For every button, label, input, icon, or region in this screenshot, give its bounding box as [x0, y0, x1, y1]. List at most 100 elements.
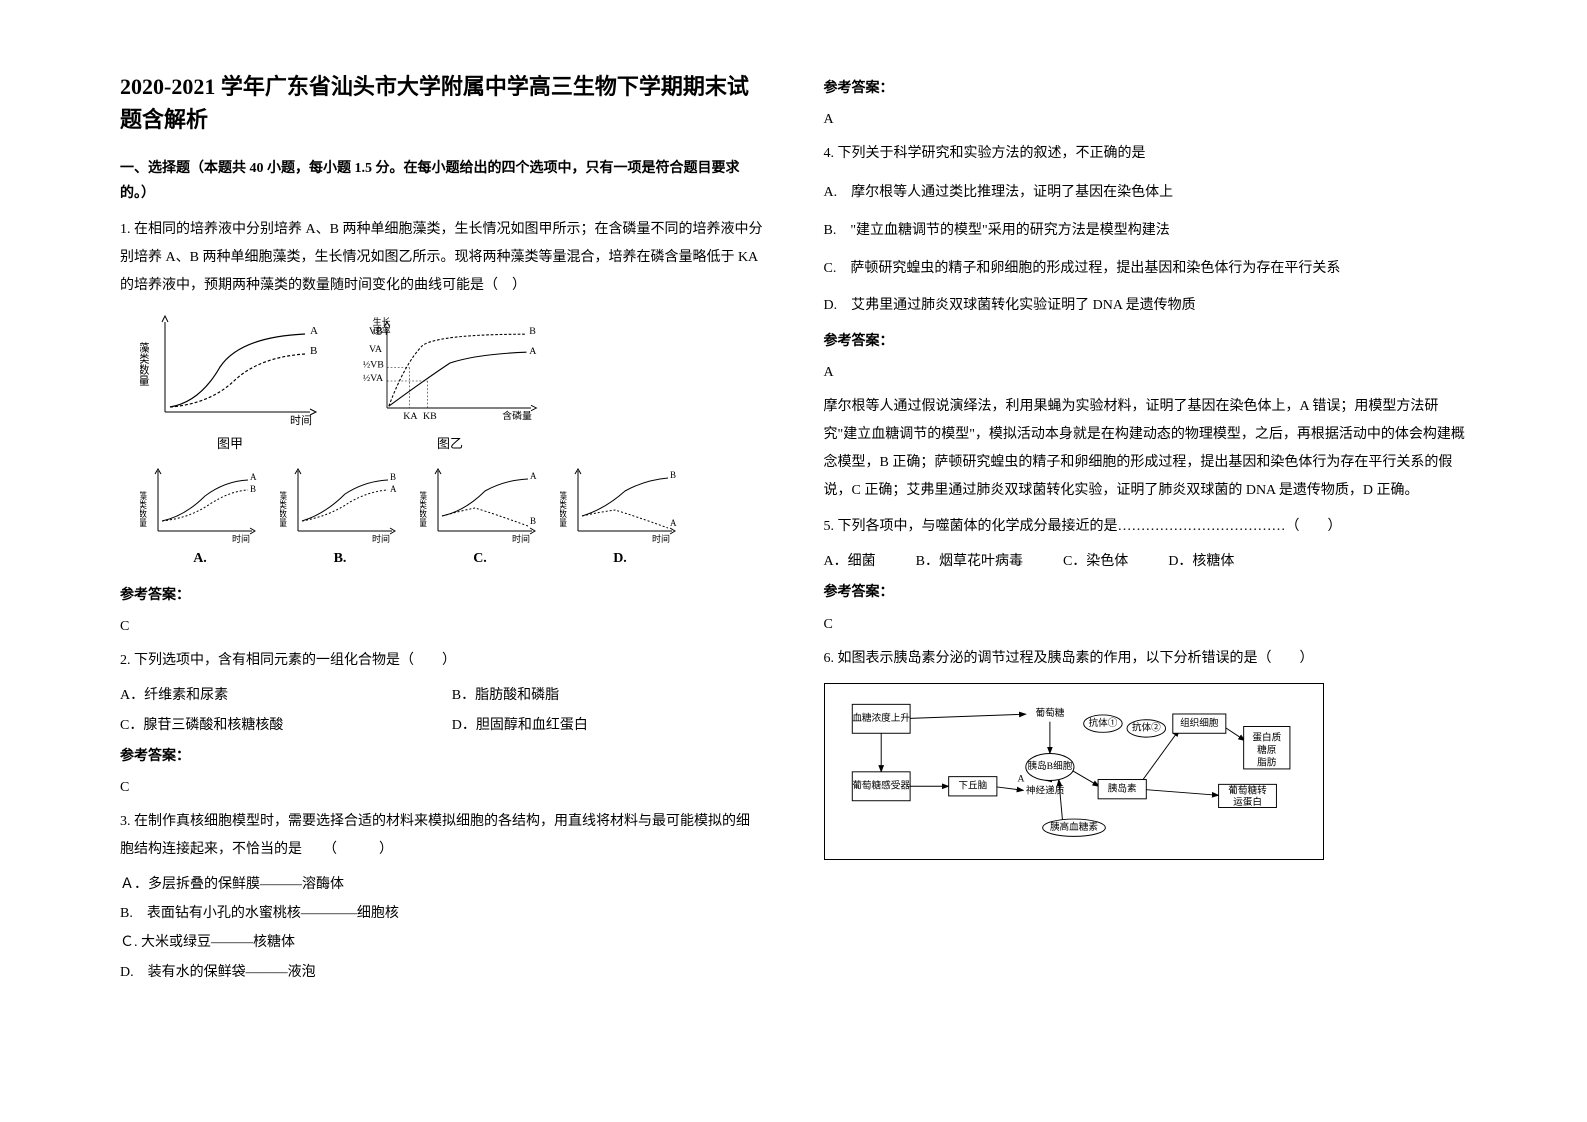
section-1-header: 一、选择题（本题共 40 小题，每小题 1.5 分。在每小题给出的四个选项中，只…: [120, 156, 764, 206]
q3-option-d: D. 装有水的保鲜袋———液泡: [120, 960, 764, 985]
svg-text:脂肪: 脂肪: [1257, 756, 1277, 768]
svg-text:速率: 速率: [373, 326, 391, 337]
q3-answer-label: 参考答案：: [824, 76, 1468, 101]
q3-option-c: Ｃ. 大米或绿豆———核糖体: [120, 930, 764, 955]
svg-text:A: A: [529, 346, 537, 357]
q1-answer-label: 参考答案：: [120, 583, 764, 608]
svg-text:藻类数量: 藻类数量: [560, 490, 567, 527]
chart-jia-caption: 图甲: [140, 432, 320, 455]
q6-text: 6. 如图表示胰岛素分泌的调节过程及胰岛素的作用，以下分析错误的是（ ）: [824, 645, 1468, 673]
q5-option-b: B．烟草花叶病毒: [916, 549, 1023, 574]
svg-text:A: A: [390, 484, 397, 494]
svg-text:时间: 时间: [232, 533, 250, 544]
svg-text:时间: 时间: [372, 533, 390, 544]
svg-text:神经递质: 神经递质: [1025, 784, 1064, 796]
q6-diagram: 血糖浓度上升葡萄糖感受器下丘脑神经递质胰岛B细胞胰岛素葡萄糖抗体①抗体②组织细胞…: [824, 683, 1324, 860]
q4-explanation: 摩尔根等人通过假说演绎法，利用果蝇为实验材料，证明了基因在染色体上，A 错误；用…: [824, 393, 1468, 505]
svg-text:蛋白质: 蛋白质: [1252, 731, 1281, 743]
svg-text:葡萄糖感受器: 葡萄糖感受器: [852, 779, 910, 791]
answer-chart-d: B A 藻类数量 时间: [560, 466, 680, 546]
q5-answer-label: 参考答案：: [824, 580, 1468, 605]
q4-text: 4. 下列关于科学研究和实验方法的叙述，不正确的是: [824, 140, 1468, 168]
svg-text:葡萄糖转: 葡萄糖转: [1228, 784, 1267, 796]
q1-figures: A B 藻类数量 时间 图甲: [120, 312, 764, 571]
q2-option-c: C．腺苷三磷酸和核糖核酸: [120, 713, 432, 738]
svg-text:A: A: [670, 518, 677, 528]
answer-chart-a: A B 藻类数量 时间: [140, 466, 260, 546]
q3-options: Ａ．多层拆叠的保鲜膜———溶酶体 B. 表面钻有小孔的水蜜桃核————细胞核 Ｃ…: [120, 872, 764, 985]
svg-text:时间: 时间: [652, 533, 670, 544]
answer-chart-b-wrap: B A 藻类数量 时间 B.: [280, 466, 400, 571]
svg-text:B: B: [390, 472, 396, 482]
q3-option-b: B. 表面钻有小孔的水蜜桃核————细胞核: [120, 901, 764, 926]
q5-answer: C: [824, 612, 1468, 637]
q4-option-b: B. "建立血糖调节的模型"采用的研究方法是模型构建法: [824, 214, 1468, 248]
svg-text:胰高血糖素: 胰高血糖素: [1049, 821, 1097, 833]
svg-text:KB: KB: [423, 411, 437, 422]
q4-options: A. 摩尔根等人通过类比推理法，证明了基因在染色体上 B. "建立血糖调节的模型…: [824, 176, 1468, 322]
svg-text:藻类数量: 藻类数量: [280, 490, 287, 527]
answer-chart-b: B A 藻类数量 时间: [280, 466, 400, 546]
q2-option-b: B．脂肪酸和磷脂: [452, 683, 764, 708]
chart-jia: A B 藻类数量 时间: [140, 312, 320, 432]
svg-text:下丘脑: 下丘脑: [958, 779, 987, 791]
svg-text:KA: KA: [403, 411, 418, 422]
chart-yi-wrapper: B A VB VA ½VB ½VA KA KB 生长: [360, 312, 540, 455]
svg-text:抗体①: 抗体①: [1088, 717, 1117, 729]
q5-option-c: C．染色体: [1063, 549, 1128, 574]
q2-options: A．纤维素和尿素 B．脂肪酸和磷脂 C．腺苷三磷酸和核糖核酸 D．胆固醇和血红蛋…: [120, 683, 764, 737]
q3-text: 3. 在制作真核细胞模型时，需要选择合适的材料来模拟细胞的各结构，用直线将材料与…: [120, 808, 764, 864]
answer-chart-c-wrap: A B 藻类数量 时间 C.: [420, 466, 540, 571]
q2-answer: C: [120, 775, 764, 800]
svg-text:½VB: ½VB: [363, 360, 385, 371]
svg-text:A: A: [1017, 773, 1024, 784]
document-title: 2020-2021 学年广东省汕头市大学附属中学高三生物下学期期末试题含解析: [120, 70, 764, 136]
q3-answer: A: [824, 107, 1468, 132]
answer-chart-c: A B 藻类数量 时间: [420, 466, 540, 546]
chart-yi-caption: 图乙: [360, 432, 540, 455]
q2-text: 2. 下列选项中，含有相同元素的一组化合物是（ ）: [120, 647, 764, 675]
q2-option-a: A．纤维素和尿素: [120, 683, 432, 708]
svg-text:时间: 时间: [512, 533, 530, 544]
svg-text:胰岛素: 胰岛素: [1107, 782, 1136, 794]
q4-answer-label: 参考答案：: [824, 329, 1468, 354]
answer-b-label: B.: [280, 546, 400, 571]
svg-text:VA: VA: [369, 345, 383, 356]
svg-text:B: B: [529, 327, 536, 338]
left-column: 2020-2021 学年广东省汕头市大学附属中学高三生物下学期期末试题含解析 一…: [100, 70, 794, 1082]
svg-text:含磷量: 含磷量: [502, 409, 532, 422]
q4-option-a: A. 摩尔根等人通过类比推理法，证明了基因在染色体上: [824, 176, 1468, 210]
svg-text:A: A: [530, 471, 537, 481]
q4-option-d: D. 艾弗里通过肺炎双球菌转化实验证明了 DNA 是遗传物质: [824, 289, 1468, 323]
answer-c-label: C.: [420, 546, 540, 571]
svg-text:B: B: [670, 470, 676, 480]
svg-text:糖原: 糖原: [1257, 744, 1277, 756]
q1-answer: C: [120, 614, 764, 639]
svg-text:血糖浓度上升: 血糖浓度上升: [852, 712, 910, 724]
q1-top-charts: A B 藻类数量 时间 图甲: [140, 312, 764, 455]
svg-text:藻类数量: 藻类数量: [140, 342, 150, 386]
q1-answer-charts: A B 藻类数量 时间 A.: [140, 466, 764, 571]
chart-jia-wrapper: A B 藻类数量 时间 图甲: [140, 312, 320, 455]
svg-text:时间: 时间: [290, 414, 312, 427]
answer-chart-a-wrap: A B 藻类数量 时间 A.: [140, 466, 260, 571]
q3-option-a: Ａ．多层拆叠的保鲜膜———溶酶体: [120, 872, 764, 897]
svg-text:B: B: [530, 516, 536, 526]
q5-text: 5. 下列各项中，与噬菌体的化学成分最接近的是………………………………（ ）: [824, 513, 1468, 541]
svg-text:A: A: [310, 325, 318, 337]
chart-yi: B A VB VA ½VB ½VA KA KB 生长: [360, 312, 540, 432]
answer-d-label: D.: [560, 546, 680, 571]
svg-text:胰岛B细胞: 胰岛B细胞: [1027, 760, 1072, 772]
right-column: 参考答案： A 4. 下列关于科学研究和实验方法的叙述，不正确的是 A. 摩尔根…: [794, 70, 1488, 1082]
q2-answer-label: 参考答案：: [120, 744, 764, 769]
svg-text:抗体②: 抗体②: [1131, 721, 1160, 733]
q5-option-a: A．细菌: [824, 549, 876, 574]
answer-chart-d-wrap: B A 藻类数量 时间 D.: [560, 466, 680, 571]
svg-text:B: B: [250, 484, 256, 494]
svg-text:藻类数量: 藻类数量: [140, 490, 147, 527]
svg-text:½VA: ½VA: [363, 373, 384, 384]
svg-text:藻类数量: 藻类数量: [420, 490, 427, 527]
svg-text:运蛋白: 运蛋白: [1233, 796, 1262, 808]
q4-answer: A: [824, 360, 1468, 385]
svg-text:A: A: [250, 472, 257, 482]
